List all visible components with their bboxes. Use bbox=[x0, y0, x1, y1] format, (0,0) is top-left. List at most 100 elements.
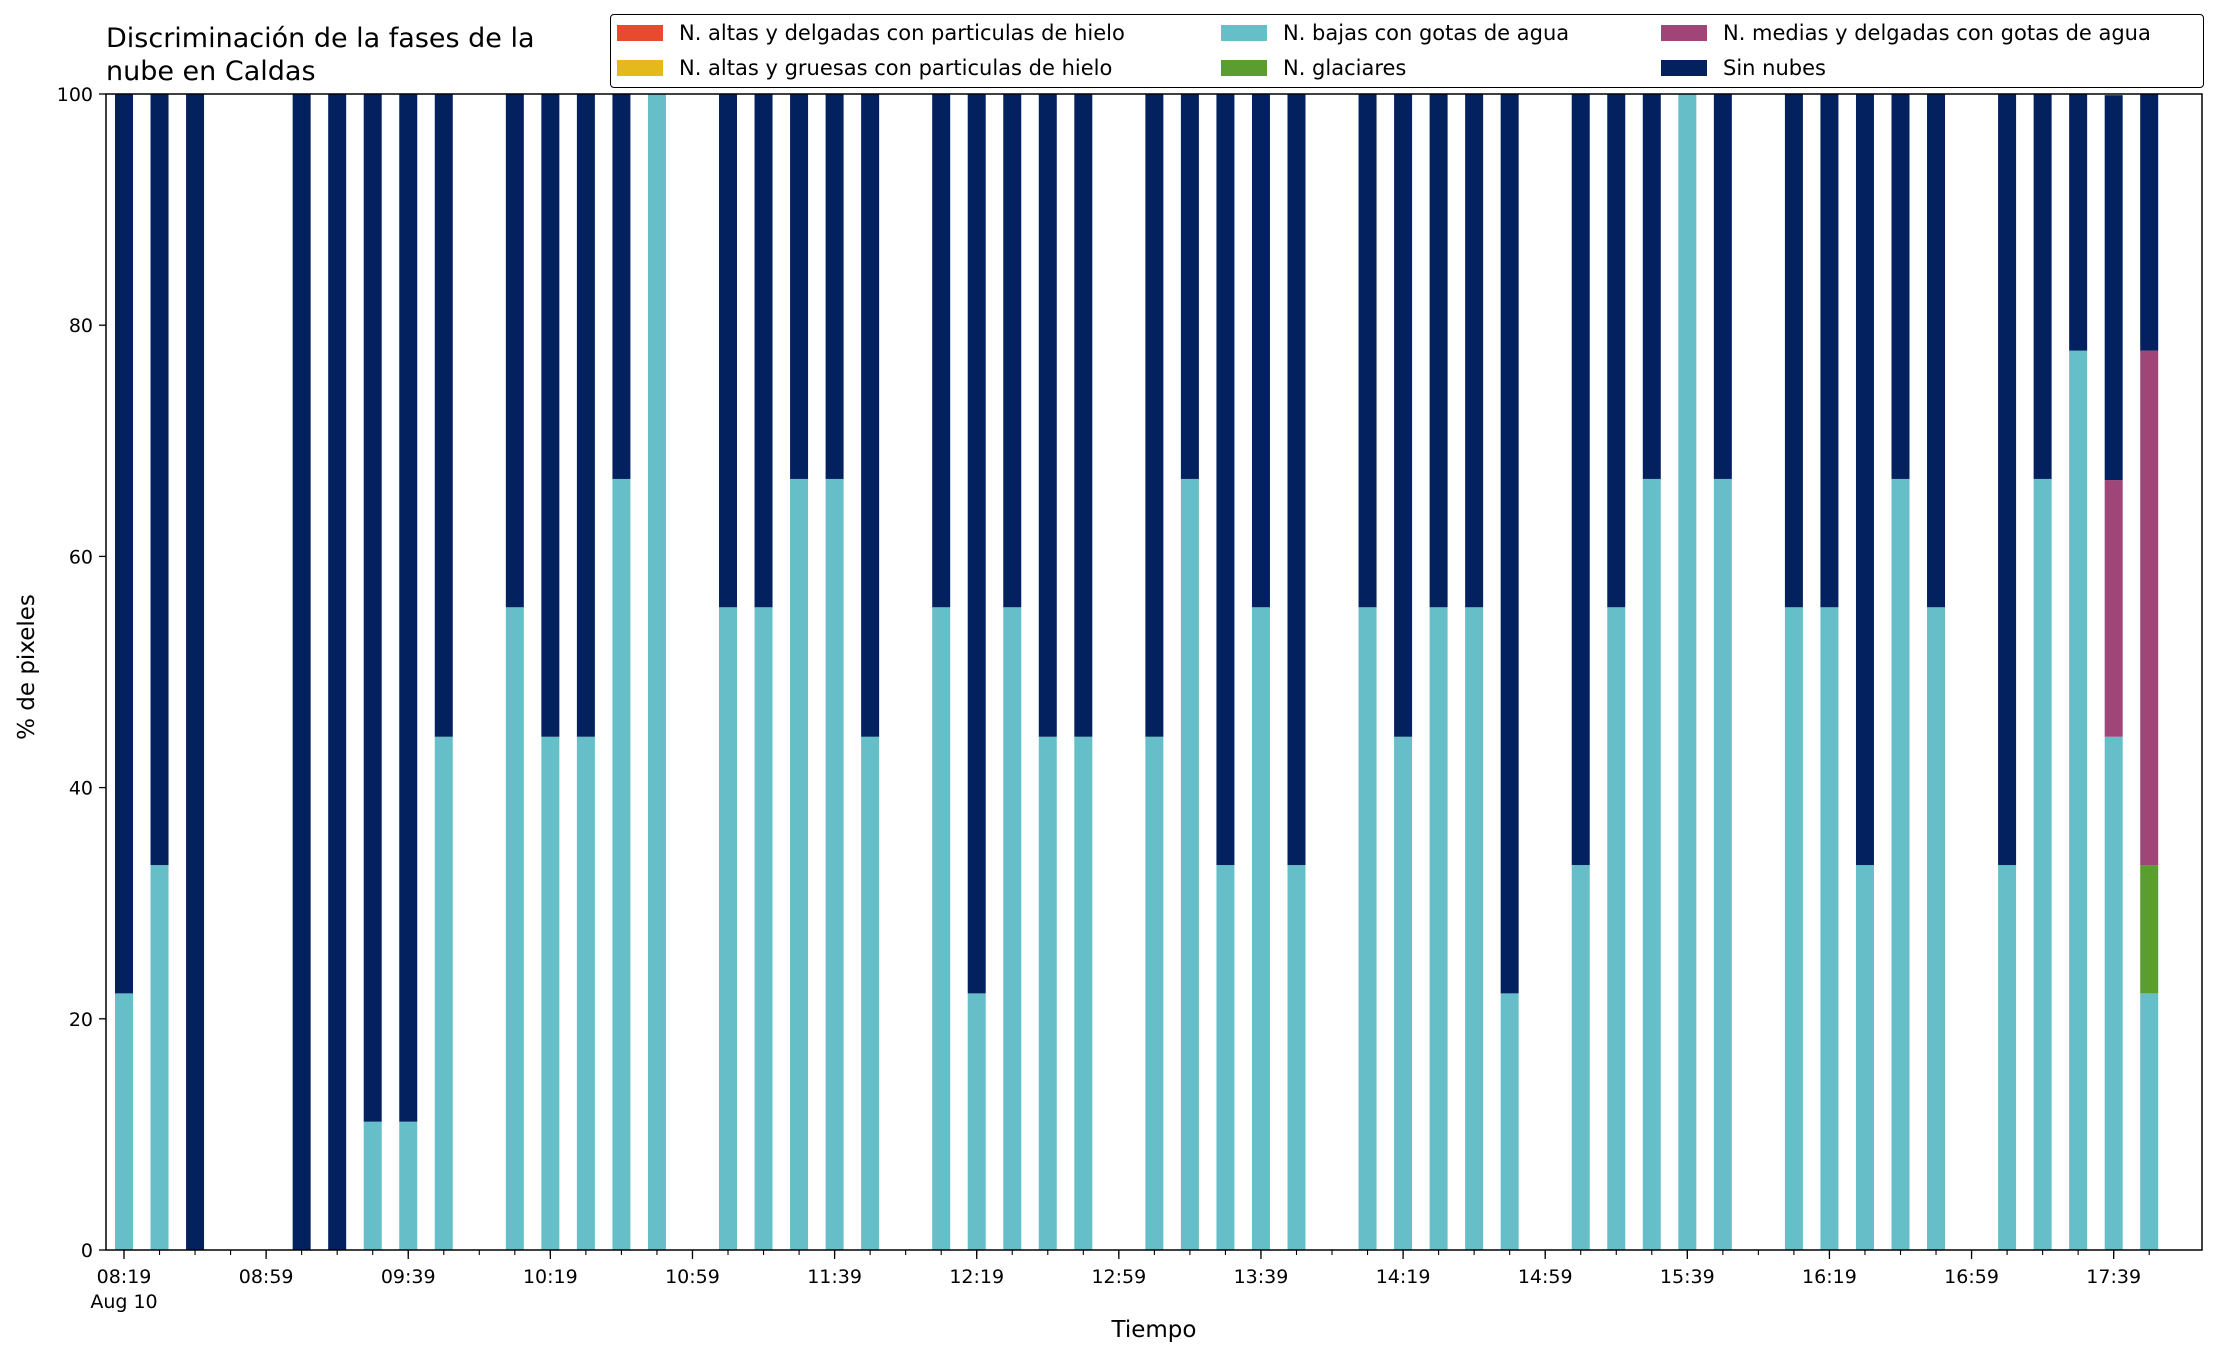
bar-segment-2-13 bbox=[719, 607, 738, 1250]
x-tick-label: 10:19 bbox=[523, 1266, 578, 1288]
legend-item: N. glaciares bbox=[1221, 56, 1406, 80]
legend-item: Sin nubes bbox=[1661, 56, 1826, 80]
bar-segment-2-30 bbox=[1429, 607, 1448, 1250]
bar-segment-5-4 bbox=[328, 94, 347, 1250]
legend-label: N. bajas con gotas de agua bbox=[1283, 21, 1570, 45]
bar-segment-5-0 bbox=[115, 94, 133, 994]
bar-segment-5-47 bbox=[2140, 94, 2159, 351]
bar-segment-5-18 bbox=[932, 94, 951, 608]
bar-segment-5-7 bbox=[434, 94, 453, 737]
bar-segment-5-15 bbox=[790, 94, 809, 479]
bar-segment-2-33 bbox=[1571, 865, 1590, 1250]
bar-segment-5-23 bbox=[1145, 94, 1164, 737]
axes-group: 0 20 40 60 80 100 08:19 Aug 10 08:59 09:39 10:19 10… bbox=[57, 84, 2203, 1313]
legend-swatch bbox=[1221, 60, 1267, 76]
legend-item: N. bajas con gotas de agua bbox=[1221, 21, 1569, 45]
bar-segment-2-17 bbox=[861, 736, 880, 1250]
bar-segment-2-35 bbox=[1642, 478, 1661, 1250]
bar-segment-2-29 bbox=[1394, 736, 1413, 1250]
bar-segment-2-44 bbox=[2033, 478, 2052, 1250]
bar-segment-5-26 bbox=[1251, 94, 1270, 608]
bar-segment-2-19 bbox=[967, 993, 986, 1250]
x-tick-label: 10:59 bbox=[665, 1266, 720, 1288]
x-tick-label: 16:19 bbox=[1802, 1266, 1857, 1288]
legend-label: Sin nubes bbox=[1723, 56, 1826, 80]
bar-segment-2-14 bbox=[754, 607, 773, 1250]
bar-segment-5-29 bbox=[1394, 94, 1413, 737]
x-tick-label: 14:19 bbox=[1376, 1266, 1431, 1288]
bar-segment-2-46 bbox=[2104, 736, 2123, 1250]
bar-segment-5-17 bbox=[861, 94, 880, 737]
bar-segment-2-42 bbox=[1927, 607, 1946, 1250]
y-axis-label: % de pixeles bbox=[14, 594, 40, 740]
legend-swatch bbox=[1221, 25, 1267, 41]
y-tick-label: 20 bbox=[69, 1009, 93, 1031]
x-tick-label: 14:59 bbox=[1518, 1266, 1573, 1288]
bar-segment-5-10 bbox=[576, 94, 595, 737]
bar-segment-2-39 bbox=[1820, 607, 1839, 1250]
bar-segment-2-38 bbox=[1784, 607, 1803, 1250]
bar-segment-5-3 bbox=[292, 94, 311, 1250]
bar-segment-2-40 bbox=[1855, 865, 1874, 1250]
bar-segment-2-1 bbox=[150, 865, 169, 1250]
bar-segment-5-42 bbox=[1927, 94, 1946, 608]
bar-segment-5-35 bbox=[1642, 94, 1661, 479]
bar-segment-5-16 bbox=[825, 94, 844, 479]
bar-segment-2-8 bbox=[505, 607, 524, 1250]
bar-segment-2-12 bbox=[647, 94, 666, 1250]
bar-segment-5-43 bbox=[1998, 94, 2017, 866]
x-tick-label: 11:39 bbox=[807, 1266, 862, 1288]
bar-segment-2-26 bbox=[1251, 607, 1270, 1250]
x-tick-label: 12:59 bbox=[1091, 1266, 1146, 1288]
bar-segment-2-16 bbox=[825, 478, 844, 1250]
bar-segment-2-6 bbox=[399, 1121, 418, 1250]
bar-segment-5-44 bbox=[2033, 94, 2052, 479]
bar-segment-3-47 bbox=[2140, 865, 2159, 994]
bar-segment-2-27 bbox=[1287, 865, 1306, 1250]
bar-segment-5-41 bbox=[1891, 94, 1910, 479]
bar-segment-5-25 bbox=[1216, 94, 1235, 866]
x-tick-label: 13:39 bbox=[1234, 1266, 1289, 1288]
bar-segment-2-37 bbox=[1713, 478, 1732, 1250]
bar-segment-2-15 bbox=[790, 478, 809, 1250]
legend-item: N. medias y delgadas con gotas de agua bbox=[1661, 21, 2151, 45]
bar-segment-2-10 bbox=[576, 736, 595, 1250]
bar-segment-5-33 bbox=[1571, 94, 1590, 866]
bar-segment-5-11 bbox=[612, 94, 631, 479]
bar-segment-5-24 bbox=[1180, 94, 1199, 479]
y-tick-label: 60 bbox=[69, 546, 93, 568]
x-tick-label: 17:39 bbox=[2086, 1266, 2141, 1288]
chart-legend: N. altas y delgadas con particulas de hi… bbox=[610, 14, 2204, 88]
legend-swatch bbox=[617, 60, 663, 76]
x-tick-label: 08:19 bbox=[97, 1266, 152, 1288]
bar-segment-2-24 bbox=[1180, 478, 1199, 1250]
bar-segment-2-9 bbox=[541, 736, 560, 1250]
legend-swatch bbox=[1661, 25, 1707, 41]
bar-segment-5-20 bbox=[1003, 94, 1022, 608]
legend-item: N. altas y gruesas con particulas de hie… bbox=[617, 56, 1112, 80]
bar-segment-5-34 bbox=[1607, 94, 1626, 608]
bar-segment-5-6 bbox=[399, 94, 418, 1122]
x-tick-label: 12:19 bbox=[949, 1266, 1004, 1288]
bar-segment-2-18 bbox=[932, 607, 951, 1250]
bar-segment-2-25 bbox=[1216, 865, 1235, 1250]
bar-segment-5-30 bbox=[1429, 94, 1448, 608]
bar-segment-2-36 bbox=[1678, 94, 1697, 1250]
bar-segment-2-34 bbox=[1607, 607, 1626, 1250]
bar-segment-2-43 bbox=[1998, 865, 2017, 1250]
bar-segment-5-32 bbox=[1500, 94, 1519, 994]
bar-segment-5-14 bbox=[754, 94, 773, 608]
chart-title-line-1: Discriminación de la fases de la bbox=[106, 23, 535, 54]
bar-segment-5-2 bbox=[186, 94, 205, 1250]
x-tick-label: 15:39 bbox=[1660, 1266, 1715, 1288]
bar-segment-5-46 bbox=[2104, 95, 2123, 481]
bar-segment-2-41 bbox=[1891, 478, 1910, 1250]
bar-segment-5-39 bbox=[1820, 94, 1839, 608]
x-tick-label: 16:59 bbox=[1944, 1266, 1999, 1288]
bar-segment-2-31 bbox=[1465, 607, 1484, 1250]
chart-title-line-2: nube en Caldas bbox=[106, 56, 316, 87]
x-tick-sublabel: Aug 10 bbox=[90, 1291, 157, 1313]
x-tick-label: 08:59 bbox=[239, 1266, 294, 1288]
bar-segment-2-5 bbox=[363, 1121, 382, 1250]
